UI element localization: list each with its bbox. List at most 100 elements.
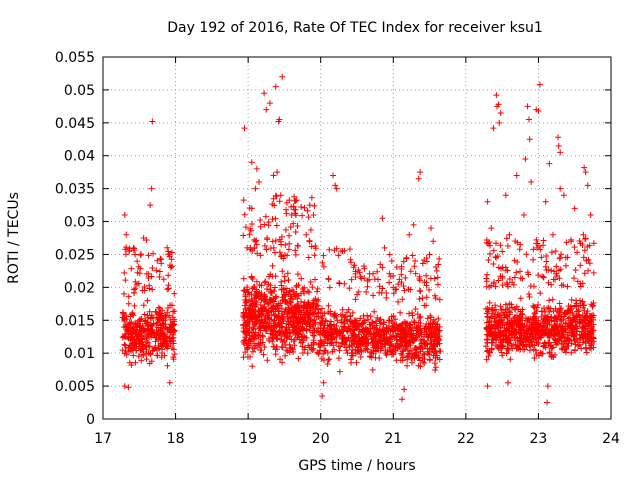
data-point <box>119 309 126 316</box>
data-point <box>376 355 383 362</box>
data-point <box>423 254 430 261</box>
data-point <box>564 323 571 330</box>
data-point <box>586 331 593 338</box>
data-point <box>314 288 321 295</box>
data-point <box>247 227 254 234</box>
data-point <box>258 293 265 300</box>
data-point <box>245 289 252 296</box>
data-point <box>369 339 376 346</box>
data-point <box>394 342 401 349</box>
data-point <box>125 321 132 328</box>
data-point <box>562 327 569 334</box>
data-point <box>262 327 269 334</box>
data-point <box>312 321 319 328</box>
data-point <box>553 263 560 270</box>
data-point <box>135 353 142 360</box>
data-point <box>309 322 316 329</box>
data-point <box>567 306 574 313</box>
data-point <box>275 308 282 315</box>
data-point <box>240 197 247 204</box>
data-point <box>340 328 347 335</box>
data-point <box>503 235 510 242</box>
data-point <box>335 252 342 259</box>
data-point <box>279 359 286 366</box>
data-point <box>314 310 321 317</box>
data-point <box>248 205 255 212</box>
data-point <box>260 304 267 311</box>
data-point <box>367 313 374 320</box>
data-point <box>264 319 271 326</box>
data-point <box>430 316 437 323</box>
data-point <box>266 273 273 280</box>
data-point <box>132 329 139 336</box>
data-point <box>301 346 308 353</box>
data-point <box>331 346 338 353</box>
data-point <box>579 298 586 305</box>
data-point <box>571 205 578 212</box>
data-point <box>520 346 527 353</box>
data-point <box>292 229 299 236</box>
data-point <box>326 356 333 363</box>
data-point <box>423 282 430 289</box>
data-point <box>267 245 274 252</box>
data-point <box>266 316 273 323</box>
data-point <box>149 264 156 271</box>
data-point <box>487 315 494 322</box>
y-tick-label: 0.03 <box>64 215 95 231</box>
data-point <box>250 307 257 314</box>
data-point <box>565 308 572 315</box>
data-point <box>486 319 493 326</box>
data-point <box>530 346 537 353</box>
data-point <box>426 348 433 355</box>
data-point <box>535 352 542 359</box>
data-point <box>548 281 555 288</box>
data-point <box>295 355 302 362</box>
data-point <box>486 250 493 257</box>
data-point <box>546 334 553 341</box>
data-point <box>121 350 128 357</box>
data-point <box>286 326 293 333</box>
data-point <box>582 169 589 176</box>
data-point <box>317 309 324 316</box>
data-point <box>511 313 518 320</box>
data-point <box>310 325 317 332</box>
data-point <box>312 276 319 283</box>
data-point <box>491 315 498 322</box>
data-point <box>160 342 167 349</box>
data-point <box>294 271 301 278</box>
data-point <box>434 326 441 333</box>
data-point <box>555 313 562 320</box>
data-point <box>351 320 358 327</box>
data-point <box>291 193 298 200</box>
data-point <box>404 362 411 369</box>
data-point <box>370 326 377 333</box>
data-point <box>564 283 571 290</box>
data-point <box>261 242 268 249</box>
data-point <box>498 265 505 272</box>
data-point <box>301 334 308 341</box>
data-point <box>165 248 172 255</box>
data-point <box>357 315 364 322</box>
data-point <box>546 297 553 304</box>
data-point <box>319 259 326 266</box>
data-point <box>294 223 301 230</box>
data-point <box>517 275 524 282</box>
data-point <box>523 251 530 258</box>
data-point <box>310 345 317 352</box>
data-point <box>283 199 290 206</box>
data-point <box>374 344 381 351</box>
data-point <box>171 318 178 325</box>
data-point <box>263 323 270 330</box>
data-point <box>276 307 283 314</box>
data-point <box>565 303 572 310</box>
data-point <box>364 277 371 284</box>
data-point <box>277 316 284 323</box>
data-point <box>552 305 559 312</box>
data-point <box>568 238 575 245</box>
data-point <box>169 322 176 329</box>
data-point <box>541 312 548 319</box>
data-point <box>417 346 424 353</box>
data-point <box>397 309 404 316</box>
data-point <box>409 359 416 366</box>
data-point <box>490 261 497 268</box>
